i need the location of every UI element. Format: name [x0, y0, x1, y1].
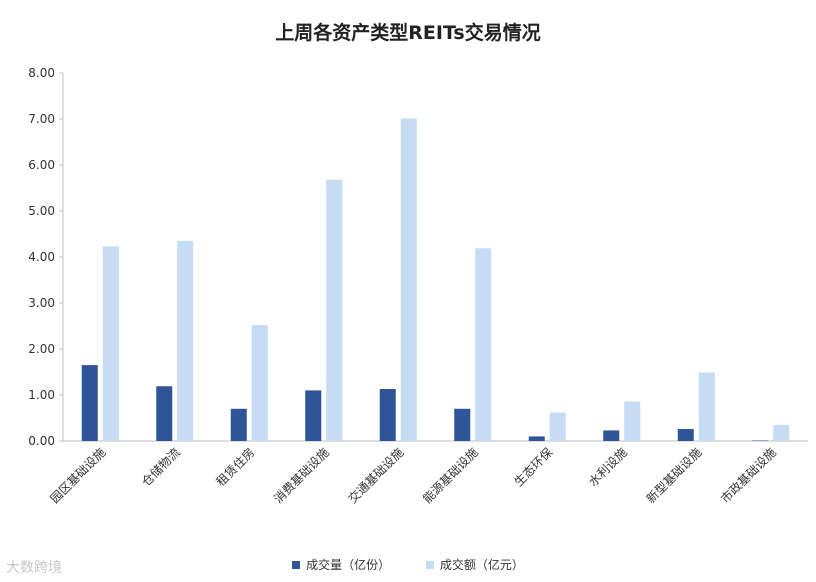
bar-volume — [752, 440, 769, 441]
y-tick-label: 7.00 — [28, 112, 55, 126]
legend-item-amount: 成交额（亿元） — [425, 556, 524, 573]
bar-volume — [379, 389, 396, 441]
bar-volume — [156, 386, 173, 441]
watermark: 大数跨境 — [6, 560, 62, 576]
bar-amount — [177, 240, 194, 441]
bar-volume — [603, 430, 620, 441]
bar-volume — [230, 408, 247, 441]
y-tick-label: 3.00 — [28, 296, 55, 310]
legend-label-volume: 成交量（亿份） — [306, 558, 391, 572]
legend-swatch-amount — [425, 560, 434, 569]
bar-amount — [326, 179, 343, 441]
bar-amount — [102, 246, 119, 441]
y-tick-label: 8.00 — [28, 66, 55, 80]
legend: 成交量（亿份） 成交额（亿元） — [0, 556, 816, 573]
chart-title: 上周各资产类型REITs交易情况 — [275, 22, 541, 44]
bar-amount — [773, 424, 790, 441]
bar-volume — [528, 436, 545, 441]
x-tick-label: 园区基础设施 — [48, 445, 109, 506]
y-tick-label: 5.00 — [28, 204, 55, 218]
y-tick-label: 6.00 — [28, 158, 55, 172]
bar-volume — [677, 429, 694, 441]
bar-amount — [475, 248, 492, 441]
x-tick-label: 生态环保 — [512, 445, 556, 489]
legend-swatch-volume — [292, 560, 301, 569]
x-tick-label: 新型基础设施 — [643, 445, 705, 507]
bar-amount — [251, 325, 268, 441]
y-tick-label: 2.00 — [28, 342, 55, 356]
x-tick-label: 仓储物流 — [138, 445, 183, 490]
x-tick-label: 消费基础设施 — [271, 445, 332, 506]
bar-amount — [624, 401, 641, 441]
x-tick-label: 市政基础设施 — [717, 445, 779, 507]
x-tick-label: 租赁住房 — [213, 445, 258, 490]
x-tick-label: 水利设施 — [586, 445, 630, 489]
y-tick-label: 0.00 — [28, 434, 55, 448]
bar-amount — [400, 118, 417, 441]
legend-item-volume: 成交量（亿份） — [292, 556, 390, 573]
x-tick-label: 交通基础设施 — [345, 445, 407, 507]
legend-label-amount: 成交额（亿元） — [439, 558, 524, 572]
bar-volume — [454, 408, 471, 441]
bar-volume — [305, 390, 322, 441]
bar-amount — [549, 412, 566, 441]
bar-volume — [81, 365, 98, 441]
bar-amount — [698, 372, 715, 441]
y-tick-label: 1.00 — [28, 388, 55, 402]
x-tick-label: 能源基础设施 — [420, 445, 481, 506]
y-tick-label: 4.00 — [28, 250, 55, 264]
